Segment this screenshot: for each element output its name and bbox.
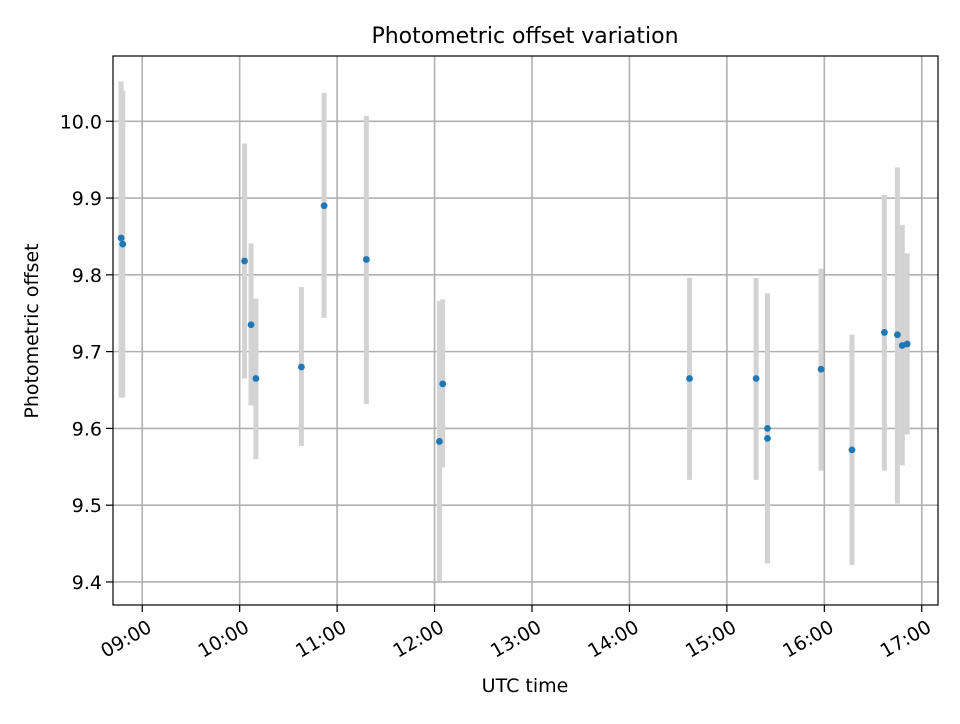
y-tick-label: 10.0	[60, 111, 102, 133]
data-point	[881, 329, 888, 336]
data-point	[117, 234, 125, 242]
data-point	[893, 331, 901, 339]
data-point	[848, 446, 856, 454]
y-tick-label: 9.5	[72, 495, 102, 517]
data-point	[436, 438, 443, 445]
y-tick-label: 9.6	[72, 418, 102, 440]
data-markers	[117, 202, 911, 454]
data-point	[764, 424, 771, 432]
x-axis-label: UTC time	[482, 675, 569, 697]
grid	[113, 56, 938, 605]
data-point	[320, 202, 328, 210]
y-tick-label: 9.4	[72, 572, 102, 594]
data-point	[252, 375, 260, 382]
y-tick-label: 9.8	[72, 265, 102, 287]
chart-title: Photometric offset variation	[371, 24, 678, 49]
y-axis-ticks: 9.4 9.5 9.6 9.7 9.8 9.9 10.0	[60, 111, 113, 594]
y-tick-label: 9.7	[72, 342, 102, 364]
data-point	[297, 363, 305, 371]
y-tick-label: 9.9	[72, 188, 102, 210]
data-point	[752, 375, 760, 382]
data-point	[903, 340, 911, 348]
data-point	[686, 375, 693, 382]
y-axis-label: Photometric offset	[21, 243, 43, 418]
data-point	[247, 321, 255, 329]
data-point	[119, 240, 127, 248]
plot-frame	[112, 55, 939, 606]
data-point	[362, 256, 370, 263]
data-point	[241, 257, 248, 265]
data-point	[817, 365, 825, 373]
data-point	[764, 434, 771, 442]
data-point	[439, 380, 447, 388]
